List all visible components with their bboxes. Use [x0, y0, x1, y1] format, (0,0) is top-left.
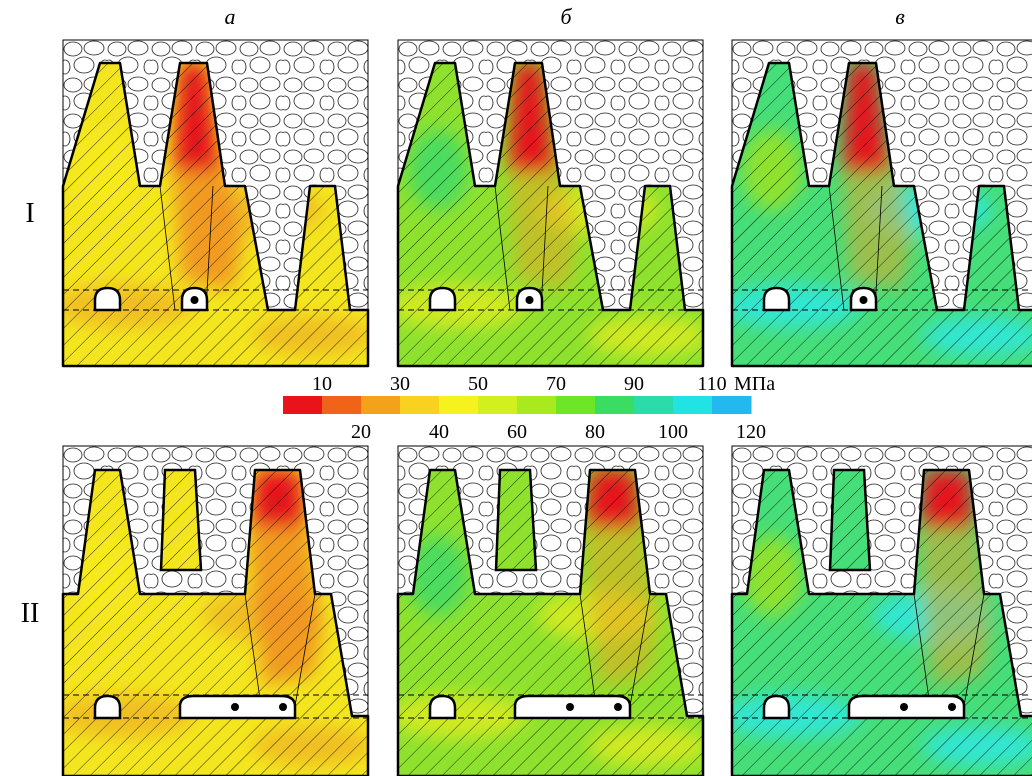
color-step: [634, 396, 674, 414]
opening: [428, 286, 457, 312]
panels: [61, 39, 1032, 776]
color-step: [712, 396, 752, 414]
panel-frame: [731, 39, 1032, 367]
tie-line: [913, 593, 931, 707]
column-label: а: [225, 4, 236, 29]
panel-frame: [397, 39, 704, 367]
tie-line: [874, 185, 883, 311]
column-label: б: [560, 4, 572, 29]
tick-label: 20: [351, 421, 371, 443]
support: [190, 296, 199, 304]
color-step: [556, 396, 596, 414]
support: [566, 703, 574, 711]
tick-label: 110: [697, 373, 726, 395]
panel-frame: [62, 445, 369, 776]
color-step: [517, 396, 557, 414]
support: [948, 703, 956, 711]
color-step: [322, 396, 362, 414]
color-step: [673, 396, 713, 414]
tie-line: [244, 593, 262, 707]
tie-line: [629, 593, 651, 707]
outline: [730, 468, 1032, 776]
outline: [159, 468, 203, 572]
outline: [494, 468, 538, 572]
tick-label: 100: [658, 421, 688, 443]
support: [525, 296, 534, 304]
stress-field: [398, 470, 703, 776]
tick-label: 40: [429, 421, 449, 443]
stress-panel: [396, 39, 705, 368]
tick-label: 30: [390, 373, 410, 395]
opening: [93, 286, 122, 312]
row-label: II: [21, 598, 40, 629]
color-step: [439, 396, 479, 414]
tick-label: 90: [624, 373, 644, 395]
tick-label: 60: [507, 421, 527, 443]
stress-panel: [730, 445, 1032, 776]
colorbar: 10 30 50 70 90 110 20 40 60 80 100 120 МПа: [283, 373, 775, 443]
support: [231, 703, 239, 711]
tick-label: 120: [736, 421, 766, 443]
tie-line: [579, 593, 597, 707]
panel-frame: [397, 445, 704, 776]
stress-panel: [396, 445, 705, 776]
stress-panel: [61, 445, 370, 776]
color-step: [283, 396, 323, 414]
opening: [93, 694, 122, 720]
panel-frame: [731, 445, 1032, 776]
tie-line: [294, 593, 316, 707]
color-step: [361, 396, 401, 414]
panel-frame: [62, 39, 369, 367]
tie-line: [159, 185, 176, 311]
tie-line: [205, 185, 214, 311]
unit-label: МПа: [734, 373, 775, 395]
tick-label: 50: [468, 373, 488, 395]
support: [859, 296, 868, 304]
color-step: [595, 396, 635, 414]
tie-line: [494, 185, 511, 311]
stress-panel: [61, 39, 370, 368]
tick-label: 70: [546, 373, 566, 395]
tie-line: [828, 185, 845, 311]
column-label: в: [895, 4, 905, 29]
tick-label: 10: [312, 373, 332, 395]
opening: [762, 286, 791, 312]
support: [900, 703, 908, 711]
outline: [730, 61, 1032, 368]
tick-label: 80: [585, 421, 605, 443]
tie-line: [540, 185, 549, 311]
outline: [828, 468, 872, 572]
support: [279, 703, 287, 711]
tie-line: [963, 593, 985, 707]
opening: [762, 694, 791, 720]
support: [614, 703, 622, 711]
color-step: [478, 396, 518, 414]
color-step: [400, 396, 440, 414]
stress-panel: [730, 39, 1032, 368]
opening: [428, 694, 457, 720]
row-label: I: [25, 198, 34, 229]
